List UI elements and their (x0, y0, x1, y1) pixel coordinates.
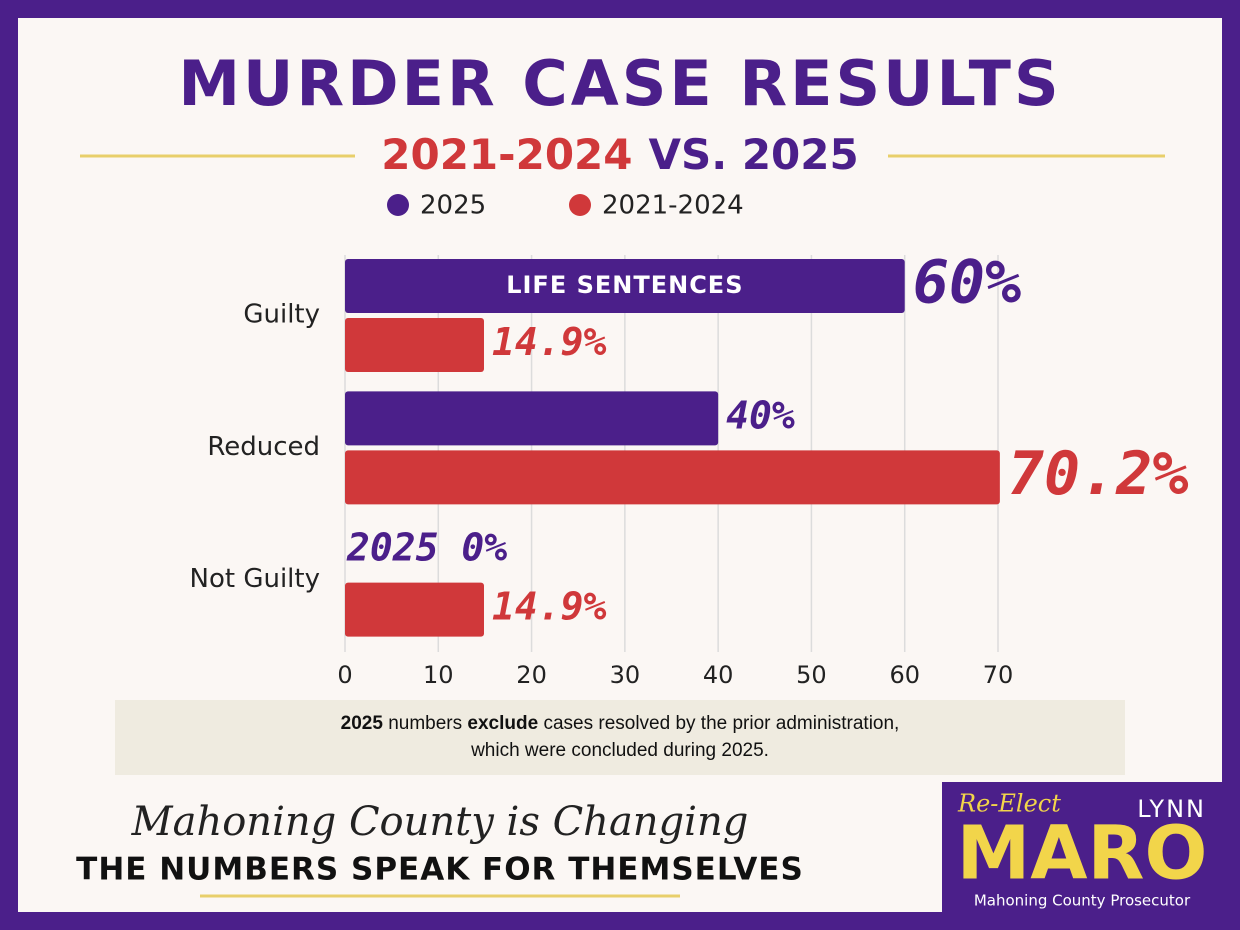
logo-first-name: LYNN (1137, 795, 1206, 823)
bar (345, 259, 905, 313)
value-label: 14.9% (492, 320, 607, 364)
x-tick-label: 40 (703, 661, 734, 689)
logo-reelect: Re-Elect (957, 790, 1061, 818)
y-tick-label: Reduced (207, 432, 320, 462)
value-label: 70.2% (1008, 439, 1189, 509)
y-tick-label: Guilty (243, 300, 320, 330)
value-label: 40% (726, 393, 795, 437)
subtitle: 2021-2024 VS. 2025 (381, 130, 858, 179)
legend-label: 2025 (420, 191, 486, 221)
bar (345, 450, 1000, 505)
x-tick-label: 0 (337, 661, 352, 689)
legend-swatch (569, 194, 591, 216)
legend-swatch (387, 194, 409, 216)
logo-last-name: MARO (957, 811, 1208, 897)
value-label: 2025 0% (346, 526, 507, 570)
note: which were concluded during 2025. (470, 740, 769, 761)
x-tick-label: 60 (889, 661, 920, 689)
note: 2025 numbers exclude cases resolved by t… (341, 713, 900, 734)
logo-office: Mahoning County Prosecutor (974, 892, 1191, 910)
bar (345, 391, 719, 446)
note-box (115, 700, 1125, 775)
y-tick-label: Not Guilty (190, 564, 320, 594)
logo-box (942, 782, 1222, 912)
note-part: 2025 (341, 713, 384, 734)
bar-annotation: LIFE SENTENCES (506, 271, 743, 299)
value-label: 60% (913, 248, 1021, 318)
value-label: 14.9% (492, 585, 607, 629)
x-tick-label: 50 (796, 661, 827, 689)
x-tick-label: 20 (516, 661, 547, 689)
subtitle-part: 2021-2024 (381, 130, 632, 179)
x-tick-label: 10 (423, 661, 454, 689)
subtitle-part: VS. 2025 (649, 130, 859, 179)
footer-tagline: THE NUMBERS SPEAK FOR THEMSELVES (76, 852, 804, 888)
footer-script: Mahoning County is Changing (131, 799, 749, 845)
chart-title: MURDER CASE RESULTS (178, 47, 1061, 120)
note-part: exclude (467, 713, 538, 734)
legend-label: 2021-2024 (602, 191, 744, 221)
note-part: cases resolved by the prior administrati… (538, 713, 899, 734)
note-part: numbers (383, 713, 467, 734)
legend: 2025 2021-2024 (387, 191, 744, 221)
bar (345, 582, 484, 637)
bar (345, 318, 484, 372)
x-tick-label: 30 (610, 661, 641, 689)
x-tick-label: 70 (983, 661, 1014, 689)
